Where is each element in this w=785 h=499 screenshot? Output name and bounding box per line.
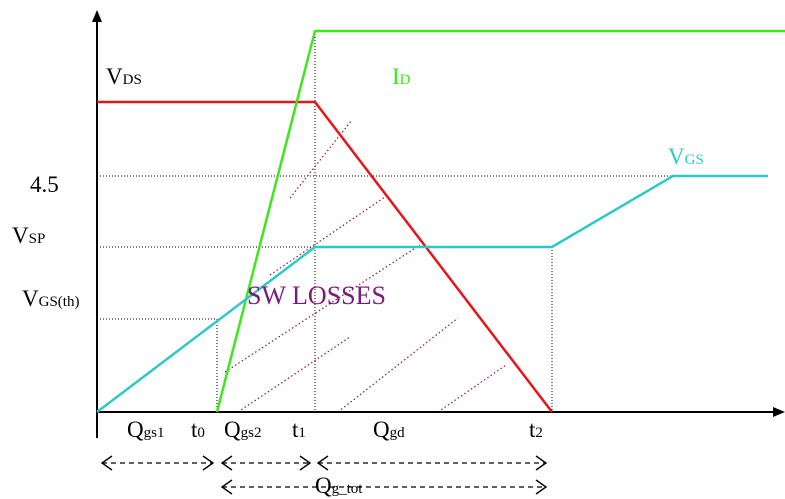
t0-label: t0 [191,417,205,442]
t1-label: t1 [292,417,306,442]
qgs2-label: Qgs2 [224,417,261,442]
qgtot-label: Qg_tot [315,473,363,498]
charge-arrows [100,455,548,495]
id-wave [215,29,785,413]
vsp-label: VSP [12,223,45,248]
vds-wave [97,100,553,413]
loss-hatch [224,119,507,413]
level-label: 4.5 [30,172,59,197]
sw-losses-label: SW LOSSES [247,281,386,310]
guides [97,31,673,412]
vgsth-label: VGS(th) [22,286,79,311]
qgs1-label: Qgs1 [127,417,164,442]
id-label: ID [392,64,411,89]
vds-label: VDS [106,64,142,89]
t2-label: t2 [529,417,543,442]
qgd-label: Qgd [373,417,405,442]
vgs-label: VGS [668,144,704,169]
vgs-wave [96,174,768,413]
